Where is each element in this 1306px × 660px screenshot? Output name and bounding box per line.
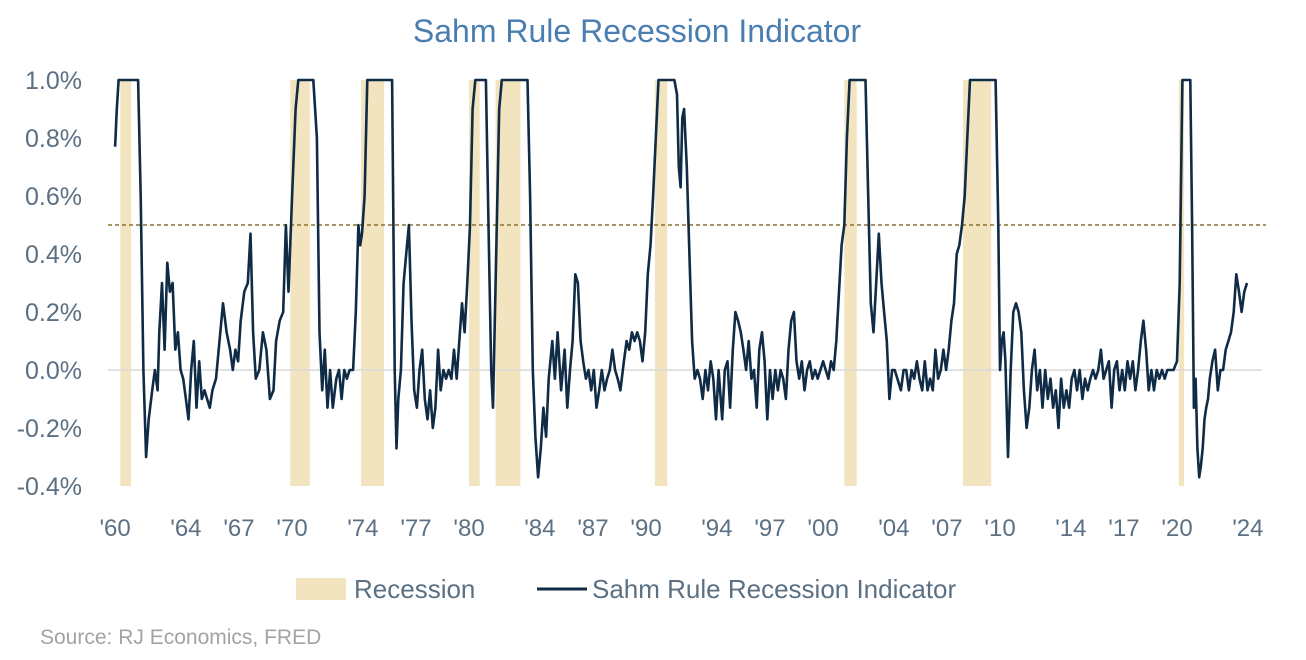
recession-band bbox=[1178, 80, 1185, 486]
x-tick-label: '24 bbox=[1232, 515, 1263, 542]
recession-band bbox=[844, 80, 857, 486]
legend-series-label: Sahm Rule Recession Indicator bbox=[592, 574, 957, 604]
x-tick-label: '80 bbox=[453, 515, 484, 542]
recession-band bbox=[290, 80, 310, 486]
recession-band bbox=[120, 80, 132, 486]
x-tick-label: '04 bbox=[878, 515, 909, 542]
y-tick-label: 0.8% bbox=[25, 125, 82, 153]
x-tick-label: '97 bbox=[754, 515, 785, 542]
legend: Recession Sahm Rule Recession Indicator bbox=[296, 574, 957, 604]
plot-area: -0.4%-0.2%0.0%0.2%0.4%0.6%0.8%1.0% '60'6… bbox=[17, 67, 1266, 542]
y-tick-label: 0.2% bbox=[25, 299, 82, 327]
x-tick-label: '17 bbox=[1108, 515, 1139, 542]
y-tick-label: 0.0% bbox=[25, 357, 82, 385]
recession-band bbox=[495, 80, 521, 486]
legend-recession-swatch bbox=[296, 578, 346, 600]
sahm-indicator-line bbox=[113, 78, 1249, 479]
x-tick-label: '14 bbox=[1055, 515, 1086, 542]
x-tick-label: '07 bbox=[931, 515, 962, 542]
x-tick-label: '00 bbox=[807, 515, 838, 542]
x-tick-label: '84 bbox=[524, 515, 555, 542]
recession-bands bbox=[120, 80, 1185, 486]
x-tick-label: '74 bbox=[347, 515, 378, 542]
recession-band bbox=[654, 80, 668, 486]
x-tick-label: '64 bbox=[170, 515, 201, 542]
x-axis-ticks: '60 '64 '67 '70 '74 '77 '80 '84 '87 '90 '94 '97 '00 '… bbox=[99, 515, 1263, 542]
y-tick-label: -0.4% bbox=[17, 473, 82, 501]
y-tick-label: 0.4% bbox=[25, 241, 82, 269]
x-tick-label: '70 bbox=[276, 515, 307, 542]
y-tick-label: 0.6% bbox=[25, 183, 82, 211]
x-tick-label: '77 bbox=[400, 515, 431, 542]
y-tick-label: 1.0% bbox=[25, 67, 82, 95]
x-tick-label: '94 bbox=[701, 515, 732, 542]
x-tick-label: '20 bbox=[1161, 515, 1192, 542]
x-tick-label: '60 bbox=[99, 515, 130, 542]
recession-band bbox=[469, 80, 480, 486]
x-tick-label: '67 bbox=[223, 515, 254, 542]
chart-title: Sahm Rule Recession Indicator bbox=[413, 13, 862, 49]
x-tick-label: '87 bbox=[577, 515, 608, 542]
y-tick-label: -0.2% bbox=[17, 415, 82, 443]
legend-recession-label: Recession bbox=[354, 574, 475, 604]
x-tick-label: '10 bbox=[984, 515, 1015, 542]
y-axis-ticks: -0.4% -0.2% 0.0% 0.2% 0.4% 0.6% 0.8% 1.0% bbox=[17, 67, 82, 501]
recession-band bbox=[361, 80, 385, 486]
source-note: Source: RJ Economics, FRED bbox=[40, 626, 321, 649]
x-tick-label: '90 bbox=[630, 515, 661, 542]
